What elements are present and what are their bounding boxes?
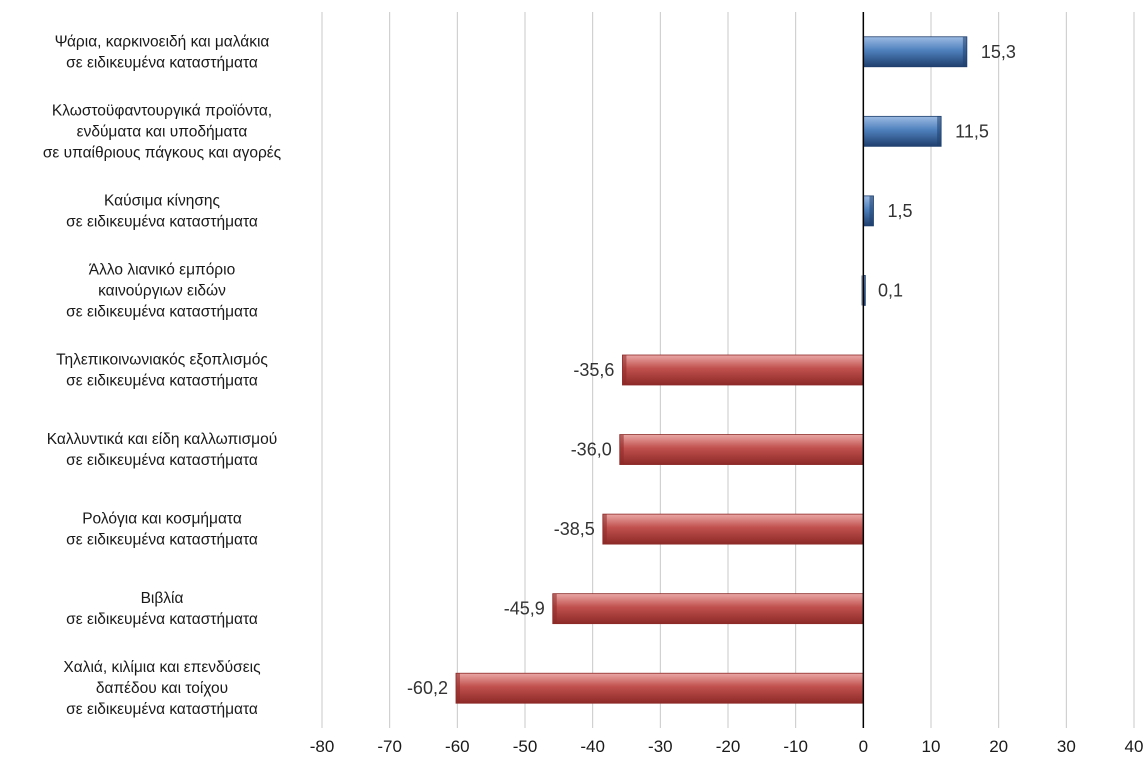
x-tick-label: -60: [445, 737, 470, 756]
category-label-line: Βιβλία: [141, 590, 184, 607]
category-label-line: Ψάρια, καρκινοειδή και μαλάκια: [55, 33, 270, 50]
category-label: Κλωστοϋφαντουργικά προϊόντα, ενδύματα και…: [43, 102, 281, 161]
x-tick-label: 20: [989, 737, 1008, 756]
category-label-line: Χαλιά, κιλίμια και επενδύσεις: [63, 659, 260, 676]
x-tick-label: 0: [859, 737, 868, 756]
x-tick-label: -80: [310, 737, 335, 756]
bar-negative: [602, 513, 864, 545]
data-label: -35,6: [573, 360, 614, 380]
category-label-line: σε ειδικευμένα καταστήματα: [66, 532, 258, 549]
x-tick-label: -40: [580, 737, 605, 756]
bar-bevel: [622, 355, 627, 385]
bar-bevel: [869, 195, 874, 226]
bar-negative: [552, 593, 864, 625]
data-label: 1,5: [887, 201, 912, 221]
x-tick-label: 30: [1057, 737, 1076, 756]
category-label: Χαλιά, κιλίμια και επενδύσεις δαπέδου και…: [63, 659, 260, 718]
bar-positive: [862, 115, 942, 147]
data-label: -45,9: [504, 599, 545, 619]
data-label: 0,1: [878, 280, 903, 300]
category-label-line: Καλλυντικά και είδη καλλωπισμού: [47, 431, 277, 448]
x-tick-label: -50: [513, 737, 538, 756]
category-label-line: δαπέδου και τοίχου: [96, 680, 228, 697]
category-label: Τηλεπικοινωνιακός εξοπλισμός σε ειδικευμέ…: [56, 352, 268, 390]
category-label-line: Άλλο λιανικό εμπόριο: [89, 261, 235, 278]
bar-bevel: [455, 673, 460, 704]
x-tick-label: -70: [377, 737, 402, 756]
category-label-line: σε ειδικευμένα καταστήματα: [66, 452, 258, 469]
data-label: -38,5: [554, 519, 595, 539]
category-label-line: καινούργιων ειδών: [98, 282, 226, 299]
data-labels: 15,3 11,5 1,5 0,1 -35,6 -36,0 -38,5 -45,9 -60,2: [407, 42, 1016, 698]
bar-bevel: [962, 36, 967, 67]
category-label: Ψάρια, καρκινοειδή και μαλάκια σε ειδικευ…: [55, 33, 270, 71]
category-label-line: Τηλεπικοινωνιακός εξοπλισμός: [56, 352, 268, 369]
x-tick-label: -30: [648, 737, 673, 756]
bar-positive: [862, 36, 968, 68]
data-label: 15,3: [981, 42, 1016, 62]
category-label-line: Ρολόγια και κοσμήματα: [82, 511, 242, 528]
category-label-line: σε ειδικευμένα καταστήματα: [66, 54, 258, 71]
x-axis-tick-labels: -80 -70 -60 -50 -40 -30 -20 -10 0 10 20 30 40: [310, 737, 1144, 756]
category-label: Βιβλία σε ειδικευμένα καταστήματα: [66, 590, 258, 628]
x-tick-label: -10: [783, 737, 808, 756]
category-label: Άλλο λιανικό εμπόριο καινούργιων ειδών σε …: [66, 261, 258, 320]
bar-negative: [622, 354, 864, 386]
category-label-line: ενδύματα και υποδήματα: [77, 123, 248, 140]
bar-bevel: [619, 434, 624, 465]
bar-bevel: [552, 593, 557, 624]
category-label-line: σε ειδικευμένα καταστήματα: [66, 611, 258, 628]
x-tick-label: -20: [716, 737, 741, 756]
category-label-line: Κλωστοϋφαντουργικά προϊόντα,: [52, 102, 272, 119]
bar-bevel: [937, 116, 942, 147]
category-label-line: σε ειδικευμένα καταστήματα: [66, 213, 258, 230]
category-label-line: σε ειδικευμένα καταστήματα: [66, 701, 258, 718]
category-labels: Ψάρια, καρκινοειδή και μαλάκια σε ειδικευ…: [43, 33, 281, 718]
category-label: Ρολόγια και κοσμήματα σε ειδικευμένα κατα…: [66, 511, 258, 549]
data-label: 11,5: [955, 121, 989, 141]
bars: [455, 36, 968, 704]
data-label: -36,0: [571, 440, 612, 460]
x-tick-label: 40: [1125, 737, 1144, 756]
category-label-line: Καύσιμα κίνησης: [104, 192, 220, 209]
category-label: Καύσιμα κίνησης σε ειδικευμένα καταστήματ…: [66, 192, 258, 230]
data-label: -60,2: [407, 678, 448, 698]
category-label: Καλλυντικά και είδη καλλωπισμού σε ειδικε…: [47, 431, 277, 469]
x-tick-label: 10: [922, 737, 941, 756]
bar-bevel: [602, 514, 607, 545]
category-label-line: σε υπαίθριους πάγκους και αγορές: [43, 144, 281, 161]
category-label-line: σε ειδικευμένα καταστήματα: [66, 303, 258, 320]
bar-negative: [455, 672, 864, 704]
bar-negative: [619, 434, 864, 465]
category-label-line: σε ειδικευμένα καταστήματα: [66, 373, 258, 390]
